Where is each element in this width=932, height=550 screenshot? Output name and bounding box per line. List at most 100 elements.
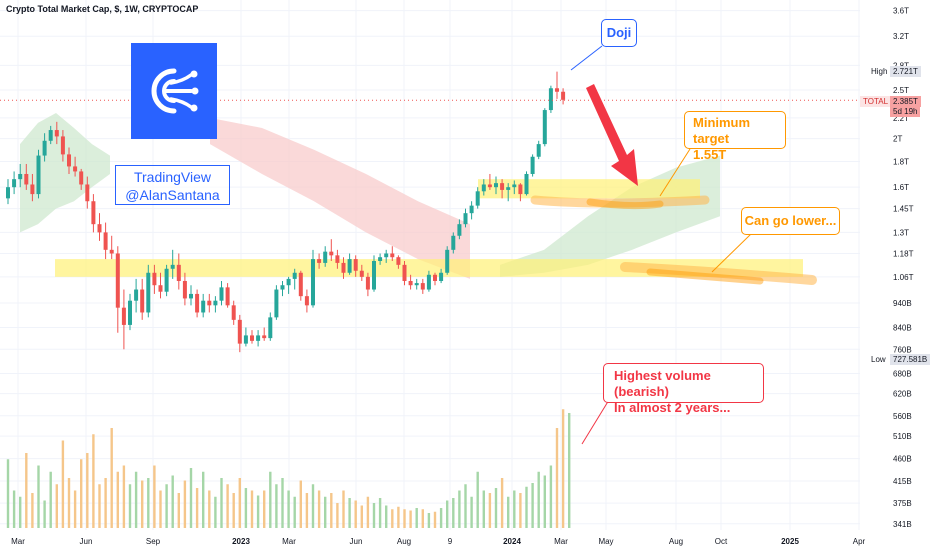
volume-bar: [73, 490, 77, 528]
highlight-stroke-upper-2: [586, 198, 664, 210]
volume-bar: [543, 475, 546, 528]
watermark-line2: @AlanSantana: [125, 187, 220, 203]
candle-body: [512, 184, 517, 188]
candle-body: [219, 287, 224, 301]
candle-body: [36, 155, 41, 195]
volume-bar: [153, 465, 156, 528]
candle-body: [18, 173, 23, 180]
price-tick-label: 620B: [893, 390, 912, 399]
volume-bar: [12, 490, 16, 528]
volume-bar: [513, 490, 516, 528]
volume-bar: [250, 490, 254, 528]
lower-pointer-line: [711, 232, 753, 273]
cloud-bullish: [20, 112, 110, 233]
candle-body: [201, 300, 206, 313]
volume-bar: [177, 493, 180, 528]
volume-bar: [67, 478, 71, 528]
candle-body: [213, 300, 218, 306]
volume-bar: [476, 471, 479, 528]
candle-body: [292, 272, 297, 279]
time-tick-label: Mar: [11, 537, 25, 546]
volume-bar: [134, 471, 138, 528]
candle-body: [420, 283, 425, 290]
annotation-highest-volume[interactable]: Highest volume (bearish) In almost 2 yea…: [603, 363, 764, 415]
price-tick-label: 375B: [893, 499, 912, 508]
volume-bar: [317, 490, 321, 528]
candle-body: [97, 224, 102, 233]
price-tick-label: 2.8T: [893, 61, 909, 70]
candle-body: [317, 259, 322, 263]
candle-body: [518, 184, 523, 195]
candle-body: [91, 201, 96, 225]
candle-body: [67, 154, 71, 167]
volume-bar: [189, 468, 193, 528]
candle-body: [500, 183, 505, 190]
annotation-doji[interactable]: Doji: [601, 19, 637, 47]
candle-body: [128, 300, 132, 325]
candle-body: [469, 205, 474, 214]
volume-bar: [470, 496, 473, 528]
price-axis[interactable]: 3.6T 3.2T 2.8T 2.5T 2.2T 2T 1.8T 1.6T 1.45T 1.3T 1…: [860, 0, 932, 530]
drawings: [0, 45, 860, 445]
candle-body: [365, 276, 370, 290]
volume-bar: [336, 503, 339, 528]
price-tick-label: 680B: [893, 370, 912, 379]
volume-bar: [6, 459, 10, 528]
time-tick-label: 2023: [232, 537, 250, 546]
time-tick-label: 2025: [781, 537, 799, 546]
annotation-minimum-target[interactable]: Minimum target 1.55T: [684, 111, 786, 162]
volume-bar: [433, 511, 437, 528]
volume-bar: [507, 496, 510, 528]
candle-body: [48, 130, 53, 141]
volume-bar: [348, 498, 351, 528]
candle-body: [323, 251, 328, 263]
candle-body: [561, 91, 566, 100]
volume-bar: [61, 440, 65, 528]
highlight-stroke-lower-2: [646, 268, 764, 285]
volume-bar: [183, 480, 187, 528]
candle-body: [384, 253, 389, 258]
volume-bar: [366, 496, 370, 528]
down-arrow: [586, 84, 638, 186]
price-tick-label: 460B: [893, 455, 912, 464]
candle-body: [207, 300, 212, 306]
price-tick-label: 510B: [893, 432, 912, 441]
volume-bar: [165, 484, 168, 528]
price-tick-label: 3.2T: [893, 32, 909, 41]
candle-body: [408, 280, 413, 286]
candle-body: [85, 184, 90, 202]
candlesticks: [6, 71, 566, 353]
candle-body: [445, 249, 450, 273]
volume-bar: [55, 484, 58, 528]
candle-body: [262, 335, 267, 339]
time-tick-label: May: [598, 537, 613, 546]
volume-bar: [287, 490, 290, 528]
volume-bar: [110, 428, 113, 528]
chart-title: Crypto Total Market Cap, $, 1W, CRYPTOCA…: [6, 4, 199, 14]
candle-body: [487, 184, 492, 188]
candle-body: [372, 260, 376, 290]
volume-bar: [159, 490, 162, 528]
volume-bar: [464, 484, 467, 528]
candle-body: [347, 259, 352, 273]
candle-body: [268, 317, 273, 339]
volume-bar: [568, 413, 571, 528]
annotation-volume-line1: Highest volume (bearish): [614, 368, 711, 399]
candle-body: [506, 187, 511, 190]
volume-bar: [98, 484, 101, 528]
price-tick-label: 1.06T: [893, 273, 914, 282]
volume-bar: [220, 478, 223, 528]
volume-bar: [531, 483, 534, 528]
volume-bar: [488, 493, 492, 528]
volume-bar: [452, 498, 455, 528]
price-tick-label: 1.6T: [893, 183, 909, 192]
volume-bar: [421, 509, 424, 528]
volume-bar: [372, 503, 376, 528]
annotation-can-go-lower[interactable]: Can go lower...: [741, 207, 840, 235]
candle-body: [176, 264, 181, 281]
volume-bar: [86, 453, 89, 528]
volume-bar: [354, 500, 357, 528]
candle-body: [103, 232, 108, 250]
time-axis[interactable]: Mar Jun Sep 2023 Mar Jun Aug 9 2024 Mar May Aug Oct 2…: [0, 530, 932, 550]
